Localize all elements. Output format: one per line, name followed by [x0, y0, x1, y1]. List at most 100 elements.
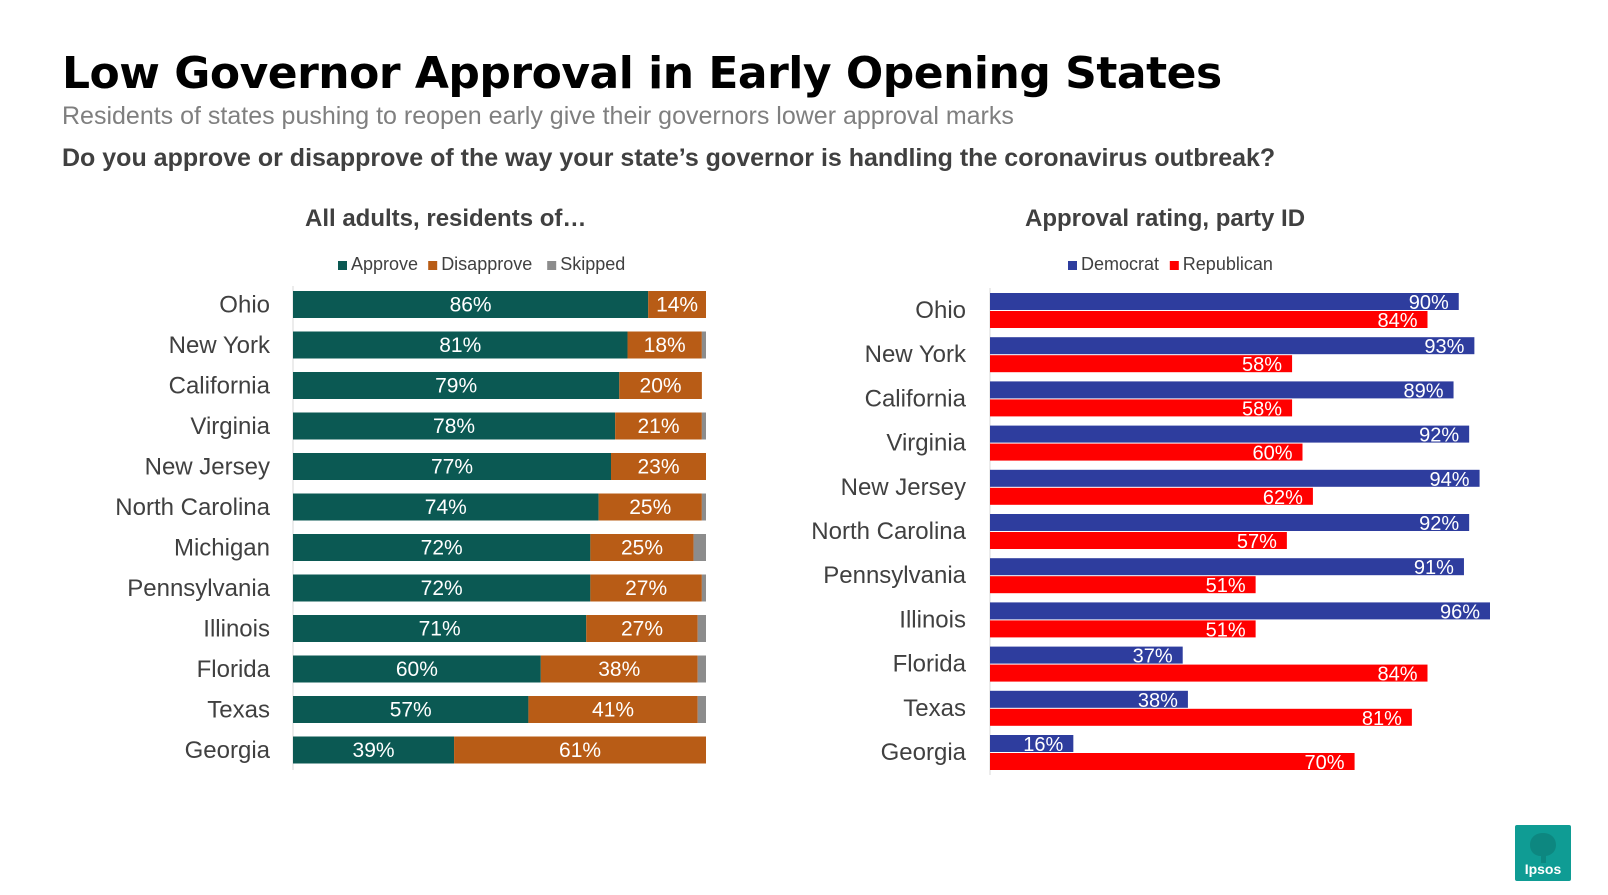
bar-democrat-illinois [990, 602, 1490, 620]
bar-skipped-north-carolina [701, 493, 706, 521]
category-label-ohio: Ohio [915, 297, 966, 324]
bar-approve-michigan [293, 534, 591, 561]
data-label-approve-ohio: 86% [450, 294, 492, 317]
data-label-approve-georgia: 39% [353, 739, 395, 762]
legend-label-democrat: Democrat [1081, 254, 1159, 274]
right-chart-title: Approval rating, party ID [1025, 205, 1306, 232]
data-label-democrat-texas: 38% [1138, 690, 1178, 712]
bar-approve-texas [293, 696, 529, 723]
bar-approve-illinois [293, 615, 587, 642]
bar-democrat-georgia [990, 735, 1074, 752]
category-label-florida: Florida [893, 651, 967, 678]
data-label-approve-new-york: 81% [439, 334, 481, 357]
category-label-new-york: New York [865, 341, 967, 368]
data-label-disapprove-ohio: 14% [656, 294, 698, 317]
survey-question: Do you approve or disapprove of the way … [62, 144, 1276, 172]
data-label-disapprove-florida: 38% [598, 658, 640, 681]
data-label-democrat-georgia: 16% [1023, 734, 1063, 756]
bar-republican-new-york [990, 355, 1293, 373]
data-label-republican-new-jersey: 62% [1263, 487, 1303, 509]
legend-swatch-republican [1169, 261, 1179, 270]
data-label-republican-ohio: 84% [1377, 310, 1417, 332]
category-label-california: California [169, 373, 271, 400]
bar-disapprove-pennsylvania [590, 574, 702, 602]
data-label-democrat-illinois: 96% [1440, 601, 1480, 623]
bar-disapprove-illinois [586, 615, 698, 642]
bar-skipped-virginia [701, 412, 706, 440]
bar-republican-florida [990, 664, 1428, 682]
bar-republican-georgia [990, 753, 1355, 770]
category-label-virginia: Virginia [886, 430, 966, 457]
category-label-new-jersey: New Jersey [841, 474, 966, 501]
data-label-democrat-north-carolina: 92% [1419, 513, 1459, 535]
data-label-approve-pennsylvania: 72% [421, 577, 463, 600]
legend-swatch-democrat [1068, 261, 1077, 270]
ipsos-logo-icon [1515, 825, 1571, 881]
data-label-approve-virginia: 78% [433, 415, 475, 438]
data-label-republican-virginia: 60% [1252, 443, 1292, 465]
bar-approve-virginia [293, 412, 616, 440]
category-label-california: California [865, 385, 967, 412]
bar-disapprove-virginia [615, 412, 702, 440]
bar-democrat-california [990, 381, 1454, 399]
bar-disapprove-new-york [627, 331, 702, 359]
category-label-new-york: New York [169, 332, 271, 359]
bar-approve-pennsylvania [293, 574, 591, 602]
legend-label-skipped: Skipped [560, 254, 625, 274]
legend-label-republican: Republican [1183, 254, 1273, 274]
ipsos-logo: Ipsos [1515, 825, 1571, 881]
bar-democrat-ohio [990, 293, 1459, 310]
data-label-disapprove-illinois: 27% [621, 618, 663, 641]
page-subtitle: Residents of states pushing to reopen ea… [62, 102, 1014, 130]
bar-disapprove-california [619, 372, 702, 399]
bar-disapprove-georgia [454, 736, 706, 764]
page-title: Low Governor Approval in Early Opening S… [62, 48, 1222, 99]
bar-skipped-new-york [701, 331, 706, 359]
data-label-republican-california: 58% [1242, 398, 1282, 420]
bar-republican-virginia [990, 443, 1303, 461]
data-label-disapprove-michigan: 25% [621, 537, 663, 560]
bar-skipped-illinois [697, 615, 706, 642]
data-label-disapprove-texas: 41% [592, 699, 634, 722]
data-label-republican-pennsylvania: 51% [1206, 575, 1246, 597]
bar-approve-florida [293, 655, 541, 683]
data-label-republican-new-york: 58% [1242, 354, 1282, 376]
bar-skipped-texas [697, 696, 706, 723]
bar-skipped-pennsylvania [701, 574, 706, 602]
data-label-democrat-ohio: 90% [1409, 292, 1449, 314]
data-label-republican-texas: 81% [1362, 708, 1402, 730]
bar-approve-new-york [293, 331, 628, 359]
bar-disapprove-new-jersey [611, 453, 706, 480]
data-label-republican-florida: 84% [1377, 664, 1417, 686]
bar-democrat-virginia [990, 425, 1470, 443]
bar-democrat-pennsylvania [990, 558, 1464, 576]
data-label-disapprove-pennsylvania: 27% [625, 577, 667, 600]
category-label-georgia: Georgia [185, 737, 271, 764]
data-label-republican-georgia: 70% [1305, 752, 1345, 774]
bar-disapprove-ohio [648, 291, 706, 318]
data-label-democrat-florida: 37% [1133, 646, 1173, 668]
data-label-approve-illinois: 71% [419, 618, 461, 641]
category-label-pennsylvania: Pennsylvania [823, 562, 966, 589]
data-label-disapprove-california: 20% [640, 375, 682, 398]
data-label-approve-california: 79% [435, 375, 477, 398]
category-label-michigan: Michigan [174, 535, 270, 562]
data-label-disapprove-georgia: 61% [559, 739, 601, 762]
data-label-approve-north-carolina: 74% [425, 496, 467, 519]
data-label-democrat-virginia: 92% [1419, 425, 1459, 447]
left-chart-title: All adults, residents of… [305, 205, 587, 232]
bar-democrat-new-jersey [990, 469, 1480, 487]
category-label-texas: Texas [903, 695, 966, 722]
bar-republican-texas [990, 708, 1412, 726]
bar-skipped-florida [697, 655, 706, 683]
category-label-pennsylvania: Pennsylvania [127, 575, 270, 602]
category-label-florida: Florida [197, 656, 271, 683]
category-label-illinois: Illinois [899, 606, 966, 633]
category-label-illinois: Illinois [203, 616, 270, 643]
bar-republican-new-jersey [990, 487, 1313, 505]
bar-republican-illinois [990, 620, 1256, 638]
bar-republican-california [990, 399, 1293, 417]
data-label-disapprove-new-jersey: 23% [637, 456, 679, 479]
